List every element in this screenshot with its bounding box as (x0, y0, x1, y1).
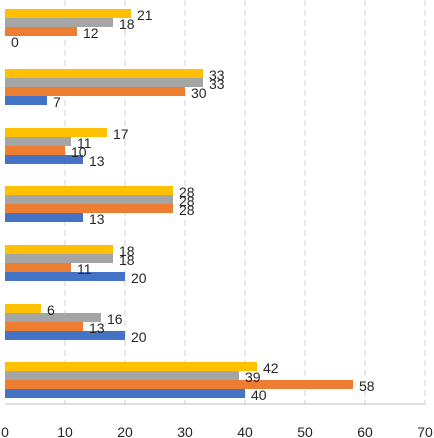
bar (5, 195, 173, 204)
x-tick-label: 60 (357, 424, 373, 438)
bar (5, 96, 47, 105)
bar (5, 263, 71, 272)
bar (5, 322, 83, 331)
bar (5, 18, 113, 27)
x-tick-label: 20 (117, 424, 133, 438)
x-tick-label: 10 (57, 424, 73, 438)
bar (5, 137, 71, 146)
data-label: 58 (359, 378, 375, 394)
bar (5, 313, 101, 322)
bar (5, 213, 83, 222)
data-label: 28 (179, 193, 195, 209)
bar (5, 304, 41, 313)
data-label: 13 (89, 153, 105, 169)
data-label: 18 (119, 16, 135, 32)
x-axis-ticks: 0 10 20 30 40 50 60 70 (1, 424, 433, 438)
data-label: 10 (71, 144, 87, 160)
data-label: 30 (191, 85, 207, 101)
bar (5, 371, 239, 380)
data-label: 42 (263, 360, 279, 376)
x-tick-label: 50 (297, 424, 313, 438)
bar (5, 78, 203, 87)
data-label: 28 (179, 202, 195, 218)
bar (5, 389, 245, 398)
data-label: 11 (77, 135, 92, 151)
bar (5, 128, 107, 137)
data-label: 16 (107, 311, 123, 327)
data-label: 28 (179, 184, 195, 200)
data-label: 18 (119, 243, 135, 259)
data-labels: 0121821730333313101117132828282011181820… (11, 7, 375, 403)
x-tick-label: 30 (177, 424, 193, 438)
x-tick-label: 40 (237, 424, 253, 438)
bar (5, 186, 173, 195)
data-label: 13 (89, 211, 105, 227)
bar (5, 27, 77, 36)
data-label: 7 (53, 94, 61, 110)
bar (5, 254, 113, 263)
data-label: 20 (131, 329, 147, 345)
bar (5, 87, 185, 96)
bar (5, 272, 125, 281)
bars (5, 9, 353, 398)
bar (5, 331, 125, 340)
x-tick-label: 0 (1, 424, 9, 438)
data-label: 33 (209, 67, 225, 83)
data-label: 39 (245, 369, 261, 385)
data-label: 20 (131, 270, 147, 286)
data-label: 33 (209, 76, 225, 92)
bar (5, 204, 173, 213)
bar (5, 380, 353, 389)
bar (5, 146, 65, 155)
x-tick-label: 70 (417, 424, 433, 438)
bar (5, 245, 113, 254)
bar (5, 155, 83, 164)
data-label: 17 (113, 126, 129, 142)
data-label: 21 (137, 7, 153, 23)
bar (5, 69, 203, 78)
data-label: 11 (77, 261, 92, 277)
data-label: 0 (11, 34, 19, 50)
data-label: 13 (89, 320, 105, 336)
bar (5, 362, 257, 371)
data-label: 12 (83, 25, 99, 41)
data-label: 40 (251, 387, 267, 403)
data-label: 18 (119, 252, 135, 268)
bar (5, 9, 131, 18)
data-label: 6 (47, 302, 55, 318)
